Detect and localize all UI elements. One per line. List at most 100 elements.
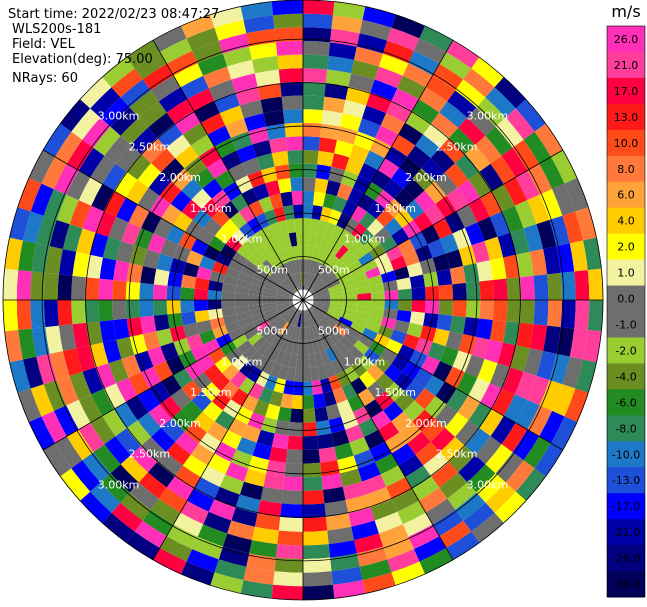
velocity-gate [71, 460, 101, 492]
velocity-gate [527, 163, 553, 195]
velocity-gate [292, 306, 297, 311]
velocity-gate [53, 163, 79, 195]
colorbar-unit: m/s [611, 2, 640, 21]
velocity-gate [141, 211, 162, 234]
velocity-gate [78, 177, 103, 206]
velocity-gate [269, 272, 283, 284]
velocity-gate [343, 332, 359, 346]
velocity-gate [114, 402, 138, 429]
colorbar-segment [607, 545, 645, 572]
velocity-gate [289, 297, 293, 299]
azimuth-line [302, 39, 454, 301]
velocity-gate [283, 380, 295, 395]
velocity-gate [318, 446, 338, 463]
velocity-gate [309, 306, 314, 311]
velocity-gate [380, 270, 397, 283]
velocity-gate [562, 356, 584, 389]
range-ring-label: 2.00km [159, 417, 201, 430]
velocity-gate [249, 42, 278, 60]
velocity-gate [116, 197, 138, 223]
velocity-gate [463, 68, 495, 98]
velocity-gate [225, 321, 241, 334]
velocity-gate [180, 14, 215, 39]
velocity-gate [140, 137, 167, 164]
velocity-gate [140, 315, 157, 335]
colorbar-segment [607, 571, 645, 598]
velocity-gate [228, 162, 248, 182]
velocity-gate [490, 155, 516, 185]
velocity-gate [324, 83, 349, 100]
velocity-gate [134, 227, 154, 250]
velocity-gate [9, 207, 31, 241]
velocity-gate [294, 326, 301, 341]
velocity-gate [56, 194, 79, 225]
velocity-gate [243, 259, 259, 273]
velocity-gate [290, 294, 294, 297]
velocity-gate [275, 349, 287, 365]
velocity-gate [303, 340, 309, 355]
velocity-gate [115, 144, 141, 172]
velocity-gate [289, 302, 294, 305]
velocity-gate [180, 75, 209, 100]
velocity-gate [421, 355, 441, 375]
velocity-gate [207, 290, 222, 300]
azimuth-line [152, 299, 304, 561]
velocity-gate [405, 465, 432, 489]
velocity-gate [303, 81, 326, 97]
velocity-gate [251, 526, 279, 545]
velocity-gate [296, 309, 299, 313]
velocity-gate [153, 25, 187, 53]
velocity-gate [438, 284, 453, 300]
velocity-gate [231, 507, 258, 527]
velocity-gate [193, 411, 215, 433]
velocity-gate [552, 183, 576, 216]
velocity-gate [350, 377, 368, 395]
colorbar-tick-label: 13.0 [614, 111, 639, 124]
velocity-gate [158, 87, 188, 113]
velocity-gate [327, 526, 355, 545]
velocity-gate [407, 431, 431, 455]
velocity-gate [278, 68, 303, 84]
velocity-gate [393, 319, 410, 334]
velocity-gate [339, 468, 362, 487]
velocity-gate [211, 372, 231, 392]
velocity-gate [330, 225, 344, 241]
velocity-gate [159, 181, 182, 204]
velocity-gate [9, 359, 31, 393]
velocity-gate [370, 79, 398, 101]
velocity-gate [98, 300, 114, 322]
velocity-gate [121, 222, 142, 246]
velocity-gate [347, 187, 365, 206]
velocity-gate [297, 313, 302, 328]
velocity-gate [307, 309, 310, 313]
velocity-gate [325, 275, 339, 287]
velocity-gate [100, 473, 130, 503]
velocity-gate [383, 308, 398, 320]
velocity-gate [116, 336, 135, 359]
velocity-gate [282, 262, 292, 277]
velocity-gate [314, 233, 325, 249]
velocity-gate [221, 429, 242, 450]
velocity-gate [418, 487, 448, 513]
velocity-gate [241, 394, 259, 413]
velocity-gate [339, 113, 362, 132]
velocity-gate [120, 455, 148, 483]
velocity-gate [314, 305, 328, 314]
velocity-gate [515, 99, 546, 132]
velocity-gate [115, 428, 141, 456]
velocity-gate [291, 312, 299, 326]
velocity-gate [403, 178, 425, 200]
velocity-gate [361, 474, 387, 495]
velocity-gate [303, 584, 335, 600]
velocity-gate [222, 46, 252, 67]
velocity-gate [467, 464, 496, 493]
velocity-gate [364, 429, 385, 450]
velocity-gate [343, 304, 358, 312]
velocity-gate [297, 309, 300, 313]
velocity-gate [322, 486, 346, 504]
velocity-gate [390, 329, 407, 345]
velocity-gate [277, 219, 289, 236]
velocity-gate [494, 77, 526, 109]
velocity-gate [458, 117, 486, 145]
velocity-gate [314, 177, 329, 194]
